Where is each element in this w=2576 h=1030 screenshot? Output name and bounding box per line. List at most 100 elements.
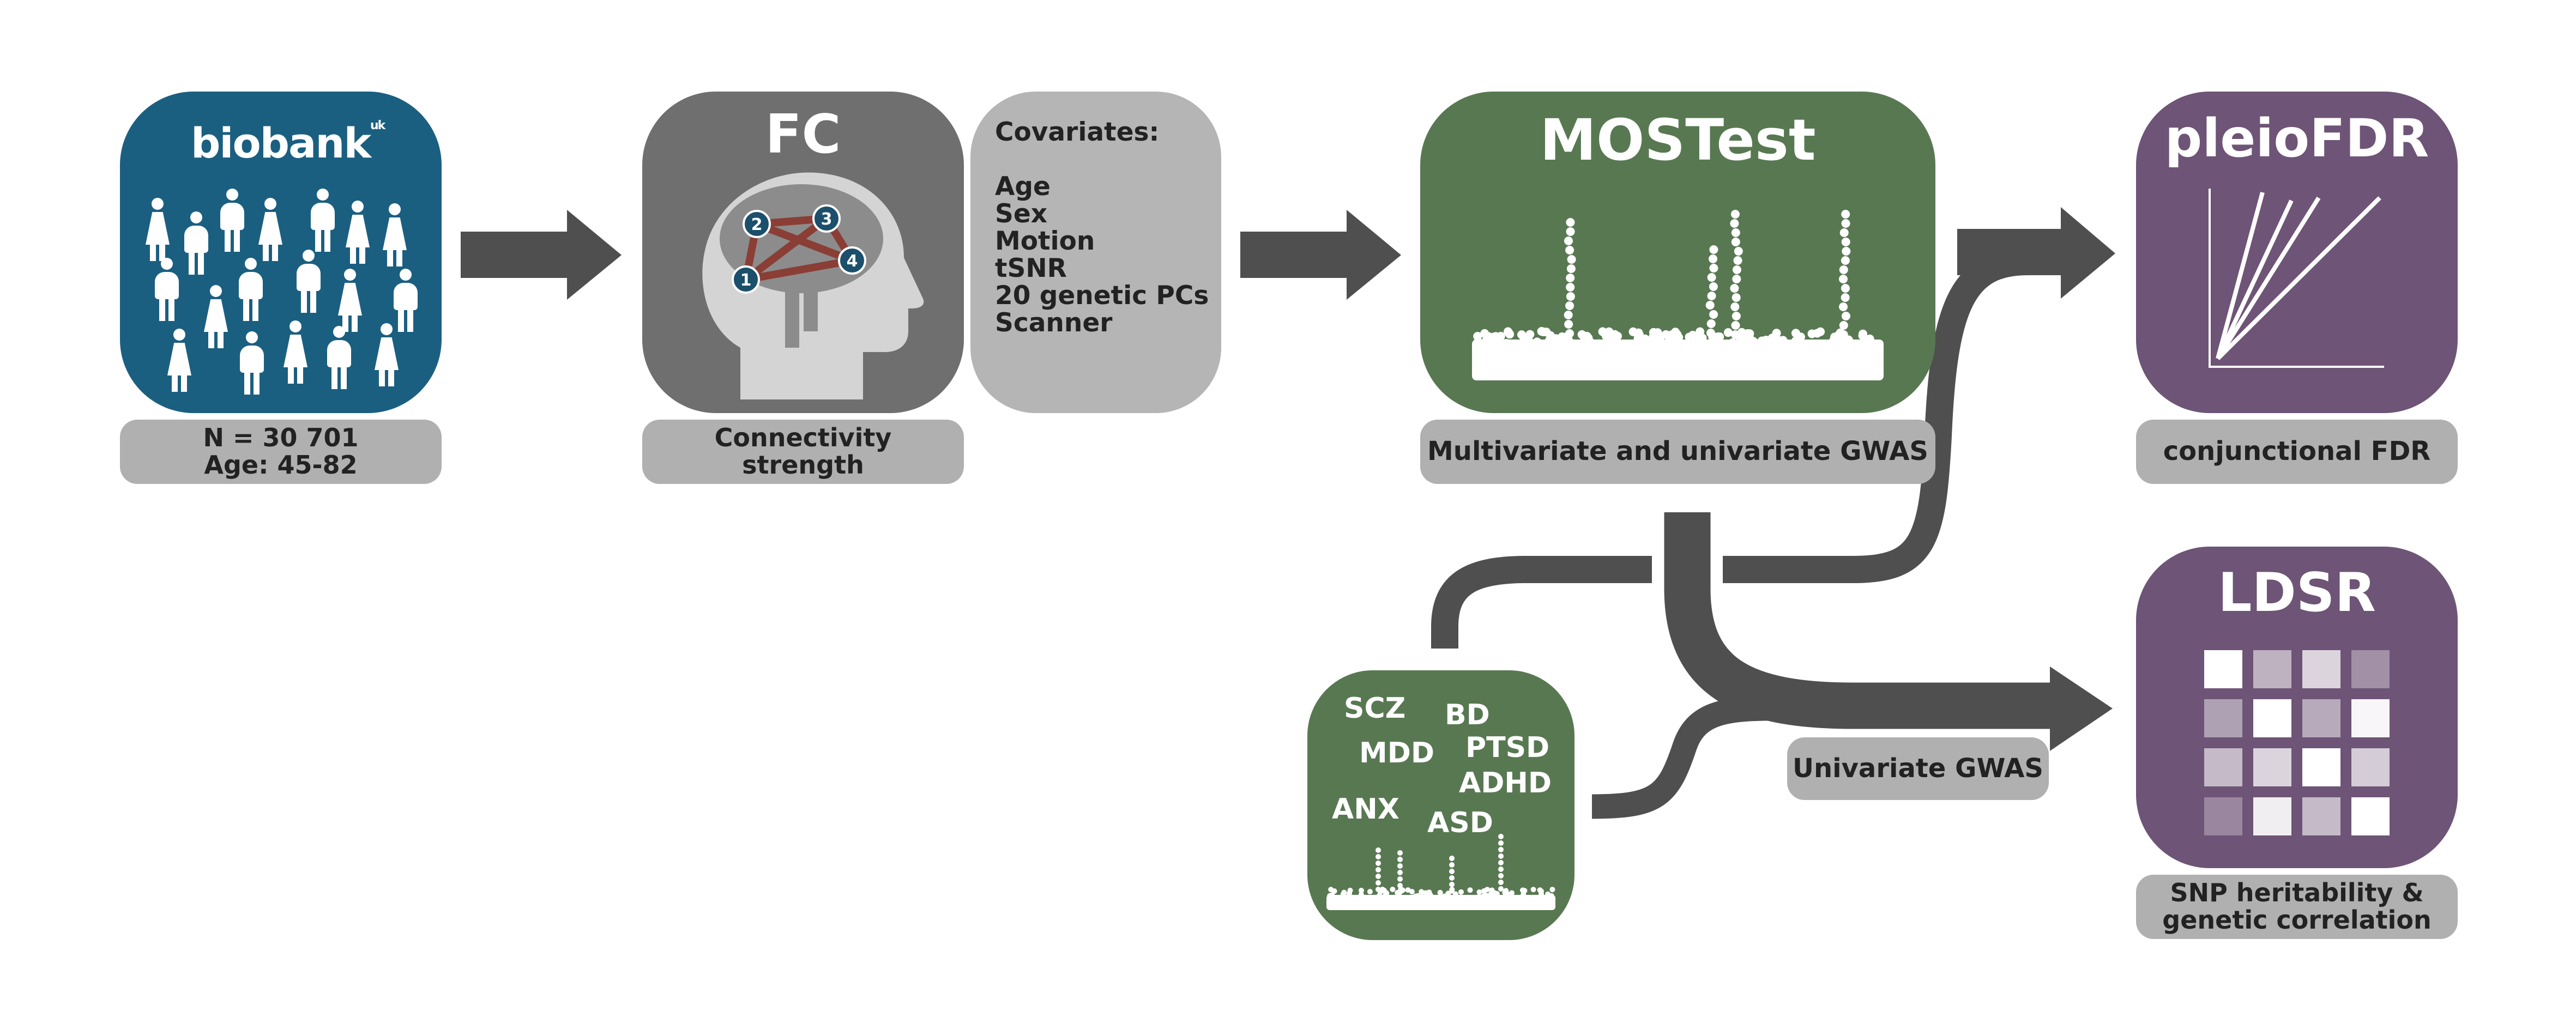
ldsr-panel: LDSR	[2136, 547, 2458, 868]
node-3	[812, 204, 841, 233]
pleiofdr-title: pleioFDR	[2164, 108, 2429, 169]
mini-manhattan-peak-dot	[1397, 863, 1403, 869]
manhattan-peak-dot	[1707, 273, 1716, 282]
manhattan-dot	[1709, 340, 1718, 349]
heatmap-cell	[2351, 748, 2390, 786]
manhattan-peak-dot	[1841, 293, 1850, 302]
manhattan-dot	[1696, 327, 1705, 336]
fc-panel: FC 1 2 3 4	[642, 92, 964, 413]
heatmap-cell	[2204, 797, 2242, 835]
age-range-text: Age: 45-82	[204, 450, 358, 480]
mini-manhattan-dot	[1530, 887, 1536, 893]
manhattan-dot	[1667, 330, 1676, 340]
manhattan-dot	[1625, 340, 1634, 349]
covariate-item: Motion	[995, 226, 1095, 256]
mini-manhattan-peak-dot	[1449, 875, 1455, 881]
covariate-item: Age	[995, 172, 1051, 202]
biobank-logo-suffix: uk	[370, 119, 385, 132]
heatmap-cell	[2253, 748, 2291, 786]
mini-manhattan-peak-dot	[1397, 850, 1403, 856]
manhattan-peak-dot	[1566, 227, 1575, 236]
mini-manhattan-icon	[1326, 834, 1555, 910]
manhattan-dot	[1525, 330, 1535, 339]
covariates-text: Covariates: Age Sex Motion tSNR 20 genet…	[995, 119, 1209, 337]
biobank-caption: N = 30 701 Age: 45-82	[120, 420, 442, 484]
manhattan-peak-dot	[1731, 238, 1740, 246]
person-icon	[257, 198, 283, 263]
person-icon	[345, 201, 371, 266]
manhattan-peak-dot	[1839, 321, 1848, 330]
mini-manhattan-peak-dot	[1376, 874, 1381, 879]
manhattan-dot	[1714, 332, 1723, 341]
mini-manhattan-peak-dot	[1449, 888, 1455, 894]
person-icon	[144, 198, 171, 263]
mini-manhattan-peak-dot	[1376, 847, 1381, 853]
manhattan-peak-dot	[1730, 284, 1739, 293]
manhattan-dot	[1807, 329, 1817, 338]
manhattan-dot	[1607, 340, 1616, 349]
mini-manhattan-dot	[1452, 891, 1458, 897]
disorder-label-scz: SCZ	[1344, 692, 1406, 725]
mini-manhattan-peak-dot	[1498, 867, 1504, 872]
manhattan-dot	[1582, 335, 1591, 344]
manhattan-dot	[1767, 334, 1777, 343]
cohort-size-text: N = 30 701	[203, 423, 359, 453]
heatmap-cell	[2253, 650, 2291, 688]
manhattan-dot	[1748, 337, 1758, 346]
manhattan-dot	[1606, 331, 1615, 341]
ldsr-caption: SNP heritability & genetic correlation	[2136, 875, 2458, 939]
manhattan-dot	[1552, 334, 1561, 343]
manhattan-dot	[1775, 337, 1784, 347]
curve-mostest-to-ldsr	[1664, 512, 2072, 729]
fc-title: FC	[765, 104, 841, 166]
manhattan-peak-dot	[1730, 219, 1739, 228]
mini-manhattan-dot	[1509, 890, 1515, 896]
mini-manhattan-dot	[1549, 887, 1555, 893]
manhattan-dot	[1524, 336, 1533, 346]
manhattan-dot	[1495, 337, 1504, 346]
manhattan-peak-dot	[1706, 319, 1716, 328]
mini-manhattan-peak-dot	[1397, 876, 1403, 882]
manhattan-peak-dot	[1565, 246, 1574, 255]
ldsr-caption-line-2: genetic correlation	[2162, 905, 2432, 935]
heatmap-cell	[2302, 748, 2340, 786]
mini-manhattan-peak-dot	[1449, 856, 1455, 861]
brain-stem	[804, 288, 818, 331]
manhattan-peak-dot	[1709, 264, 1718, 272]
mini-manhattan-dot	[1390, 887, 1396, 893]
mini-manhattan-peak-dot	[1498, 886, 1504, 892]
covariate-item: Sex	[995, 199, 1048, 229]
mini-manhattan-dot	[1521, 892, 1527, 898]
mini-manhattan-dot	[1405, 887, 1411, 893]
mini-manhattan-dot	[1367, 889, 1373, 895]
person-icon	[282, 320, 309, 386]
mini-manhattan-dot	[1331, 888, 1337, 894]
manhattan-peak-dot	[1841, 312, 1850, 320]
mini-manhattan-peak-dot	[1397, 889, 1403, 895]
mini-manhattan-peak-dot	[1449, 862, 1455, 868]
heatmap-cell	[2302, 650, 2340, 688]
mini-manhattan-dot	[1347, 887, 1353, 893]
mini-manhattan-peak-dot	[1376, 854, 1381, 859]
qq-axes	[2209, 189, 2384, 368]
mini-manhattan-peak-dot	[1397, 857, 1403, 862]
heatmap-cell	[2351, 797, 2390, 835]
mini-manhattan-peak-dot	[1498, 880, 1504, 885]
mini-manhattan-dot	[1488, 891, 1494, 897]
brain-nodes	[732, 204, 866, 294]
covariate-item: 20 genetic PCs	[995, 281, 1209, 311]
mini-manhattan-dot	[1504, 891, 1510, 897]
manhattan-dot	[1655, 334, 1664, 343]
manhattan-dot	[1674, 333, 1684, 342]
mini-manhattan-peak-dot	[1498, 873, 1504, 878]
manhattan-peak-dot	[1564, 311, 1573, 319]
manhattan-dot	[1533, 337, 1542, 347]
person-icon	[295, 250, 322, 315]
manhattan-baseline	[1472, 340, 1884, 380]
manhattan-peak-dot	[1705, 301, 1715, 310]
manhattan-dot	[1649, 328, 1658, 337]
manhattan-dot	[1485, 332, 1494, 341]
mostest-caption: Multivariate and univariate GWAS	[1420, 420, 1935, 484]
disorders-panel: SCZ BD MDD PTSD ADHD ANX ASD	[1307, 670, 1574, 940]
